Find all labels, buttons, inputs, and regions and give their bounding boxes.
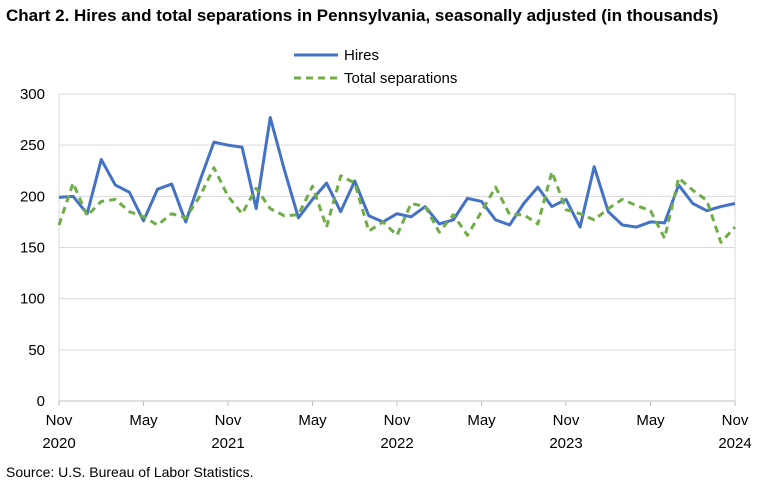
series	[57, 116, 737, 244]
x-tick-label: Nov	[553, 412, 580, 429]
x-tick-year-label: 2020	[42, 435, 75, 452]
x-tick-label: Nov	[722, 412, 749, 429]
x-tick-year-label: 2021	[211, 435, 244, 452]
gridlines	[59, 93, 735, 351]
x-tick-label: Nov	[46, 412, 73, 429]
x-tick-label: Nov	[384, 412, 411, 429]
y-tick-label: 100	[20, 291, 45, 308]
legend-label: Hires	[344, 47, 379, 64]
x-tick-label: May	[129, 412, 158, 429]
series-line-total-separations	[57, 166, 737, 244]
y-tick-label: 200	[20, 188, 45, 205]
x-tick-label: Nov	[215, 412, 242, 429]
x-tick-label: May	[298, 412, 327, 429]
x-tick-label: May	[636, 412, 665, 429]
legend: Hires Total separations	[294, 47, 457, 87]
y-tick-label: 150	[20, 240, 45, 257]
y-tick-label: 0	[37, 393, 45, 410]
y-tick-label: 300	[20, 86, 45, 103]
x-tick-year-label: 2023	[549, 435, 582, 452]
source-note: Source: U.S. Bureau of Labor Statistics.	[6, 464, 254, 480]
y-tick-label: 50	[28, 342, 45, 359]
chart-title: Chart 2. Hires and total separations in …	[6, 6, 719, 25]
series-line-hires	[58, 116, 736, 229]
x-tick-year-label: 2022	[380, 435, 413, 452]
y-tick-label: 250	[20, 137, 45, 154]
x-tick-year-label: 2024	[718, 435, 751, 452]
axes: 0 50 100 150 200 250 300 Nov 2020 May Nov 2021 May No…	[20, 86, 752, 452]
legend-label: Total separations	[344, 70, 457, 87]
x-tick-label: May	[467, 412, 496, 429]
